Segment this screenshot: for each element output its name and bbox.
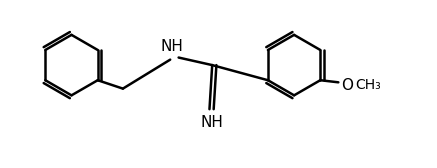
Text: CH₃: CH₃ [355,78,381,92]
Text: NH: NH [201,115,224,130]
Text: NH: NH [161,39,184,54]
Text: O: O [341,78,353,93]
